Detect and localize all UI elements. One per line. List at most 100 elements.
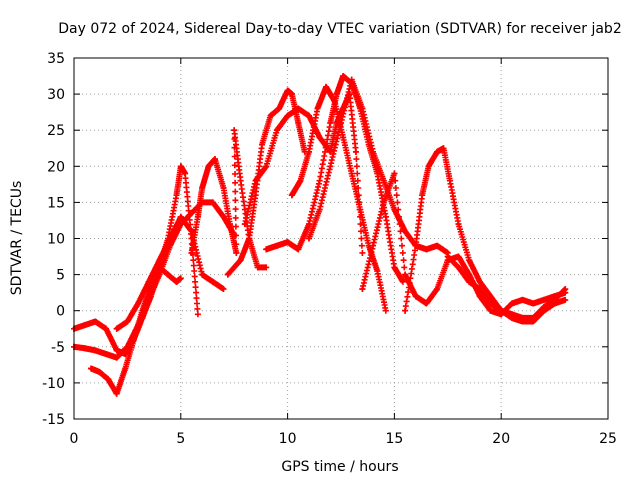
- data-point: [220, 213, 227, 220]
- data-point: [370, 148, 377, 155]
- data-point: [340, 134, 347, 141]
- data-point: [314, 105, 321, 112]
- y-axis-title: SDTVAR / TECUs: [9, 181, 25, 296]
- data-point: [440, 145, 447, 152]
- data-point: [246, 235, 253, 242]
- data-point: [113, 347, 120, 354]
- data-point: [139, 307, 146, 314]
- data-point: [224, 271, 231, 278]
- x-tick-label: 20: [492, 431, 510, 447]
- data-point: [508, 300, 515, 307]
- data-point: [199, 184, 206, 191]
- data-point: [188, 228, 195, 235]
- data-point: [209, 278, 216, 285]
- data-point: [92, 318, 99, 325]
- data-point: [130, 336, 137, 343]
- series-trace-markers: [288, 83, 389, 311]
- data-point: [402, 271, 409, 278]
- data-point: [173, 192, 180, 199]
- data-point: [241, 221, 248, 228]
- data-point: [391, 264, 398, 271]
- chart-title: Day 072 of 2024, Sidereal Day-to-day VTE…: [58, 21, 621, 37]
- data-point: [562, 296, 569, 303]
- data-point: [105, 376, 112, 383]
- series-arc-13: [444, 253, 569, 321]
- data-point: [233, 249, 240, 256]
- x-tick-label: 0: [70, 431, 79, 447]
- data-point: [487, 293, 494, 300]
- data-point: [273, 242, 280, 249]
- data-point: [276, 105, 283, 112]
- data-point: [258, 141, 265, 148]
- data-point: [444, 253, 451, 260]
- data-point: [231, 127, 238, 134]
- data-point: [446, 177, 453, 184]
- data-point: [103, 325, 110, 332]
- data-point: [357, 206, 364, 213]
- data-point: [305, 235, 312, 242]
- data-point: [540, 304, 547, 311]
- plot-frame: [73, 57, 609, 420]
- series-arc-4: [113, 213, 227, 332]
- x-tick-labels: 0 5 10 15 20 25: [70, 431, 617, 447]
- data-point: [194, 311, 201, 318]
- data-point: [88, 365, 95, 372]
- data-point: [297, 177, 304, 184]
- data-point: [295, 246, 302, 253]
- data-point: [359, 249, 366, 256]
- data-point: [487, 300, 494, 307]
- data-point: [295, 119, 302, 126]
- data-point: [316, 134, 323, 141]
- data-point: [177, 275, 184, 282]
- data-point: [113, 325, 120, 332]
- data-point: [348, 76, 355, 83]
- data-point: [267, 112, 274, 119]
- data-point: [173, 278, 180, 285]
- data-point: [177, 163, 184, 170]
- data-point: [156, 257, 163, 264]
- grid-lines: [74, 58, 608, 419]
- data-point: [263, 163, 270, 170]
- y-tick-label: 30: [47, 87, 65, 103]
- y-tick-label: 5: [56, 268, 65, 284]
- data-point: [327, 119, 334, 126]
- data-point: [135, 300, 142, 307]
- data-point: [399, 278, 406, 285]
- data-point: [425, 163, 432, 170]
- data-point: [348, 170, 355, 177]
- data-point: [145, 278, 152, 285]
- x-tick-label: 10: [279, 431, 297, 447]
- data-point: [211, 156, 218, 163]
- y-tick-label: 35: [47, 51, 65, 67]
- data-point: [551, 296, 558, 303]
- data-point: [498, 307, 505, 314]
- data-point: [284, 239, 291, 246]
- x-axis-title: GPS time / hours: [281, 459, 398, 475]
- data-point: [540, 296, 547, 303]
- data-point: [209, 199, 216, 206]
- data-point: [519, 314, 526, 321]
- data-point: [124, 318, 131, 325]
- data-point: [340, 73, 347, 80]
- data-point: [124, 343, 131, 350]
- y-tick-label: 10: [47, 232, 65, 248]
- data-point: [434, 286, 441, 293]
- data-point: [382, 307, 389, 314]
- data-point: [316, 206, 323, 213]
- data-point: [434, 242, 441, 249]
- data-point: [374, 170, 381, 177]
- data-point: [254, 264, 261, 271]
- data-point: [327, 148, 334, 155]
- data-point: [466, 271, 473, 278]
- data-point: [194, 213, 201, 220]
- data-point: [288, 192, 295, 199]
- series-arc-8: [263, 73, 406, 285]
- data-point: [476, 278, 483, 285]
- series-arc-6: [224, 87, 308, 278]
- data-point: [263, 246, 270, 253]
- y-tick-label: -10: [42, 376, 65, 392]
- data-point: [226, 221, 233, 228]
- data-point: [519, 296, 526, 303]
- data-point: [338, 119, 344, 126]
